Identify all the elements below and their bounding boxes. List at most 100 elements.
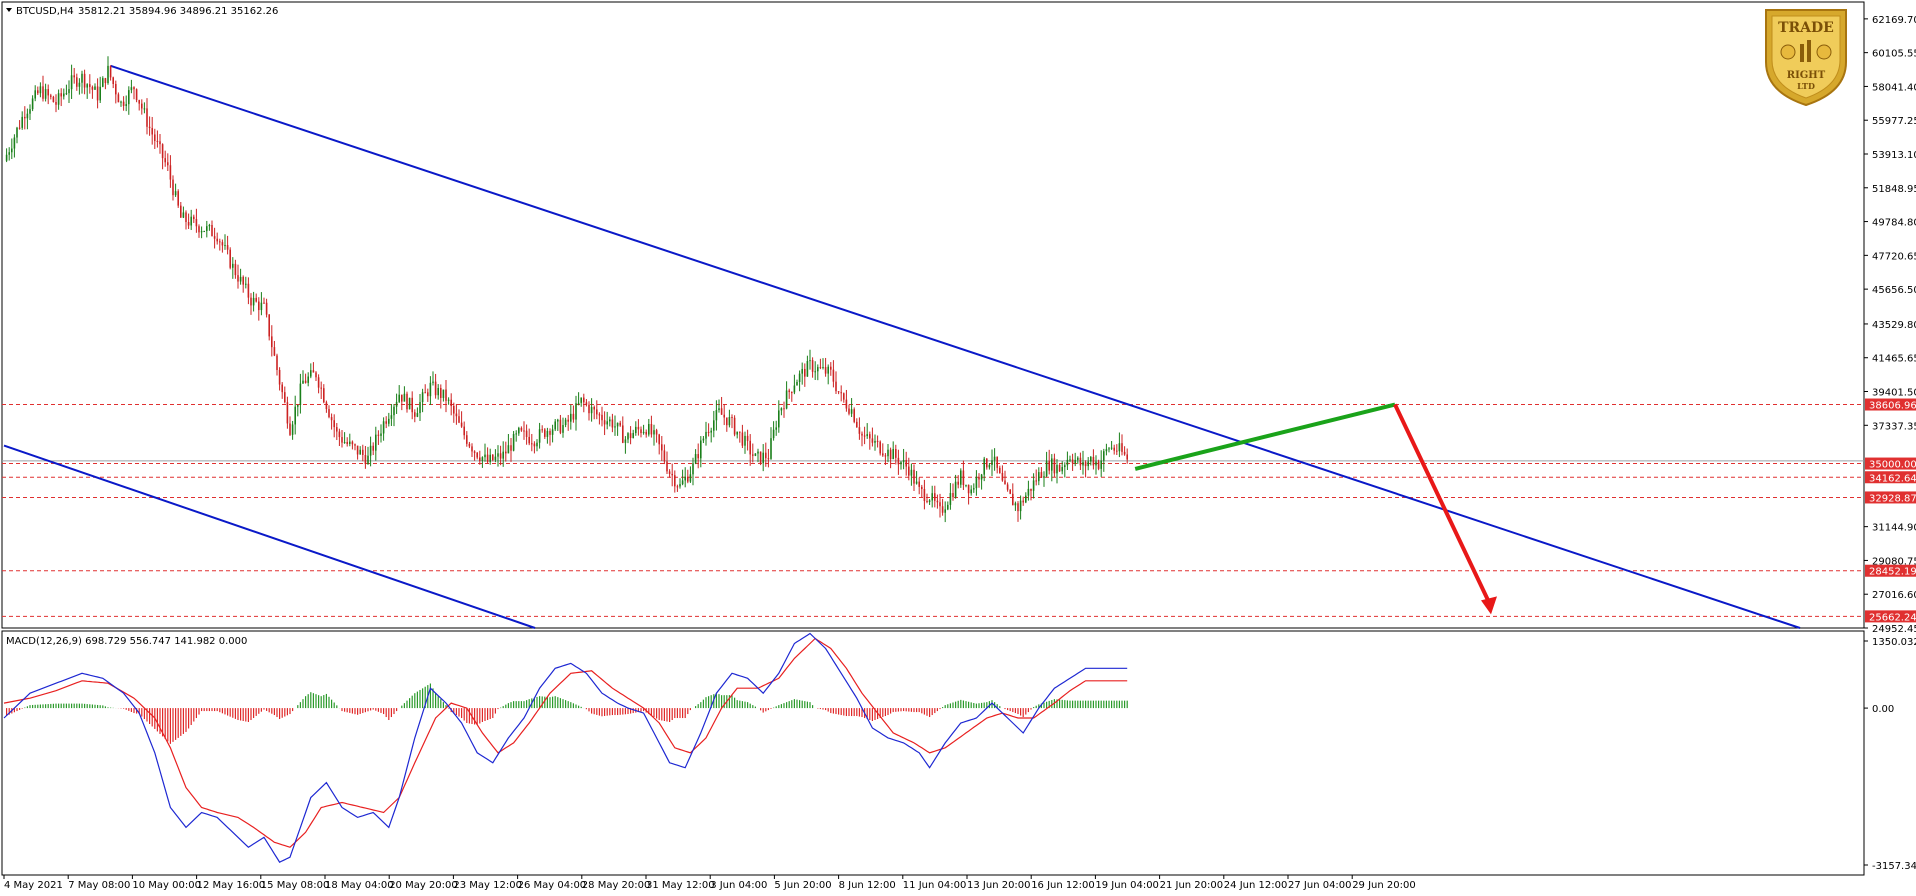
candle-body (193, 216, 195, 220)
candle-body (809, 360, 811, 362)
time-tick-label: 4 May 2021 (4, 880, 63, 891)
candle-body (567, 419, 569, 422)
candle-body (518, 427, 520, 434)
candle-body (224, 245, 226, 247)
candle-body (427, 392, 429, 397)
candle-body (333, 420, 335, 428)
candle-body (674, 475, 676, 487)
candle-body (466, 435, 468, 444)
candle-body (733, 417, 736, 435)
macd-signal-line (3, 637, 1128, 848)
candle-body (37, 90, 39, 94)
candle-body (785, 390, 788, 409)
candle-body (1056, 464, 1058, 474)
candle-body (1051, 458, 1053, 471)
candle-body (187, 222, 190, 226)
candle-body (135, 89, 138, 101)
candle-body (109, 65, 112, 78)
candle-body (151, 128, 153, 135)
candle-body (791, 392, 793, 394)
candle-body (57, 93, 60, 105)
candle-body (424, 392, 426, 394)
candle-body (83, 73, 86, 88)
time-tick-label: 26 May 04:00 (518, 880, 587, 891)
candle-body (648, 424, 650, 435)
candle-body (273, 347, 276, 356)
candle-body (609, 419, 611, 422)
candle-body (239, 276, 242, 282)
candle-body (598, 414, 601, 416)
candle-body (819, 367, 822, 369)
candle-body (801, 368, 803, 374)
candle-body (525, 430, 528, 437)
candle-body (554, 421, 556, 430)
candle-body (494, 456, 497, 460)
candle-body (141, 103, 143, 109)
price-panel-frame (1, 1, 1865, 629)
candle-body (78, 82, 81, 87)
candle-body (104, 78, 107, 84)
candle-body (713, 420, 715, 431)
candle-body (63, 93, 65, 97)
candle-body (55, 102, 57, 105)
candle-body (356, 445, 359, 455)
candle-body (876, 440, 879, 442)
candle-body (395, 401, 398, 407)
candle-body (827, 366, 829, 374)
candle-body (689, 474, 692, 482)
candle-body (52, 96, 55, 103)
candle-body (1084, 462, 1087, 467)
candle-body (720, 408, 723, 415)
candle-body (624, 439, 627, 443)
candle-body (996, 456, 998, 468)
candle-body (731, 417, 733, 419)
price-tick-label: 60105.55 (1872, 49, 1916, 60)
candle-body (973, 488, 975, 490)
candle-body (596, 409, 598, 415)
candle-body (710, 430, 712, 433)
ohlc-readout: 35812.21 35894.96 34896.21 35162.26 (78, 6, 278, 17)
candle-body (29, 109, 31, 114)
bar-chart-icon (1800, 44, 1804, 62)
candle-body (359, 449, 361, 455)
candle-body (1038, 472, 1040, 482)
time-tick-label: 20 May 20:00 (389, 880, 458, 891)
candle-body (739, 431, 741, 433)
candle-body (112, 77, 114, 85)
candle-body (429, 382, 432, 397)
candle-body (585, 402, 588, 405)
candle-body (1006, 484, 1009, 490)
coin-icon (1816, 44, 1832, 60)
candle-body (1043, 476, 1045, 478)
candle-body (512, 434, 515, 451)
candle-body (276, 355, 278, 370)
candle-body (81, 73, 83, 83)
candle-body (845, 399, 848, 409)
price-tick-label: 55977.25 (1872, 116, 1916, 127)
time-tick-label: 23 May 12:00 (453, 880, 522, 891)
macd-main-line (3, 632, 1128, 863)
candle-body (117, 94, 120, 103)
candle-body (965, 484, 967, 486)
candle-body (247, 283, 250, 298)
candle-body (895, 449, 897, 458)
candle-body (476, 452, 478, 458)
coin-icon (1780, 44, 1796, 60)
candle-body (198, 226, 200, 233)
candle-body (814, 371, 816, 373)
chart-dropdown-icon[interactable] (6, 8, 12, 12)
candle-body (89, 84, 91, 87)
candle-body (614, 426, 616, 428)
candle-body (5, 154, 8, 161)
candle-body (31, 98, 34, 110)
candle-body (564, 419, 567, 426)
candle-body (419, 402, 421, 414)
candle-body (653, 430, 655, 435)
candle-body (978, 477, 980, 480)
candle-body (983, 458, 985, 475)
candle-body (226, 245, 229, 250)
candle-body (1058, 464, 1061, 472)
candle-body (520, 427, 523, 431)
candle-body (437, 387, 439, 396)
candle-body (1110, 447, 1113, 449)
